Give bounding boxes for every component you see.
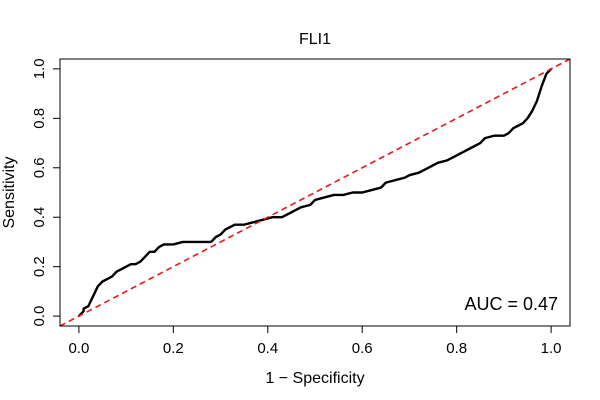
x-tick-label: 0.2 (163, 340, 184, 357)
x-tick-label: 1.0 (541, 340, 562, 357)
x-axis-label: 1 − Specificity (265, 370, 364, 387)
y-tick-label: 0.6 (31, 157, 48, 178)
x-tick-label: 0.6 (352, 340, 373, 357)
x-axis: 0.0 0.2 0.4 0.6 0.8 1.0 (68, 325, 562, 357)
plot-area (59, 58, 571, 327)
x-tick-label: 0.4 (257, 340, 278, 357)
roc-curve-line (78, 68, 552, 317)
auc-annotation: AUC = 0.47 (464, 294, 558, 314)
y-tick-label: 1.0 (31, 58, 48, 79)
y-tick-label: 0.8 (31, 108, 48, 129)
chart-title: FLI1 (299, 31, 331, 48)
x-tick-label: 0.0 (68, 340, 89, 357)
y-tick-label: 0.4 (31, 207, 48, 228)
reference-diagonal-line (59, 58, 571, 327)
y-tick-label: 0.2 (31, 256, 48, 277)
y-tick-label: 0.0 (31, 306, 48, 327)
x-tick-label: 0.8 (446, 340, 467, 357)
y-axis-label: Sensitivity (1, 156, 18, 228)
y-axis: 0.0 0.2 0.4 0.6 0.8 1.0 (31, 58, 61, 327)
